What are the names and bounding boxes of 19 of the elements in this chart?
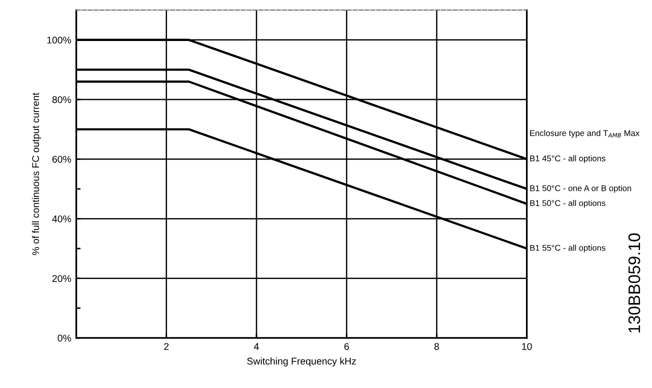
- x-tick-label: 8: [434, 343, 439, 350]
- series-label: B1 50°C - one A or B option: [530, 185, 632, 193]
- y-tick-label: 0%: [58, 334, 72, 342]
- x-tick-label: 4: [254, 343, 259, 350]
- series-label: B1 55°C - all options: [530, 244, 606, 252]
- y-tick-label: 20%: [52, 275, 72, 282]
- series-label: B1 45°C - all options: [530, 155, 606, 163]
- x-tick-label: 10: [522, 343, 532, 350]
- y-tick-label: 60%: [52, 156, 72, 163]
- x-tick-label: 6: [344, 343, 349, 350]
- x-tick-label: 2: [164, 343, 169, 350]
- series-label: B1 50°C - all options: [530, 200, 606, 208]
- x-axis-title: Switching Frequency kHz: [247, 357, 356, 366]
- text: Enclosure type and T$_{AMB}$ Max: [530, 130, 640, 138]
- y-tick-label: 40%: [52, 215, 72, 222]
- y-axis-title: % of full continuous FC output current: [32, 92, 42, 255]
- text: 130BB059.10: [628, 233, 640, 332]
- y-tick-label: 80%: [52, 96, 72, 104]
- y-tick-label: 100%: [47, 36, 72, 44]
